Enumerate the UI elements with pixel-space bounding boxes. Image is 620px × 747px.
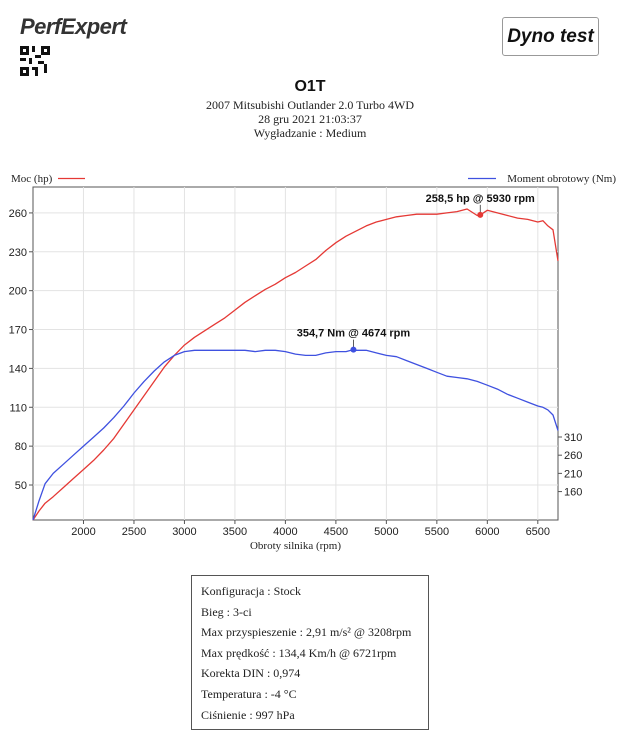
peak-torque-label: 354,7 Nm @ 4674 rpm bbox=[297, 328, 411, 340]
logo-text: PerfExpert bbox=[20, 14, 127, 39]
x-tick-label: 2000 bbox=[71, 526, 95, 538]
x-tick-label: 6000 bbox=[475, 526, 499, 538]
y-right-tick-label: 160 bbox=[564, 487, 582, 499]
info-din-correction: Korekta DIN : 0,974 bbox=[201, 666, 301, 681]
report-title: O1T bbox=[294, 78, 326, 95]
y-left-tick-label: 110 bbox=[9, 402, 27, 414]
info-gear: Bieg : 3-ci bbox=[201, 604, 252, 619]
plot-area bbox=[32, 186, 559, 521]
y-left-tick-label: 230 bbox=[9, 247, 27, 259]
x-tick-label: 3500 bbox=[223, 526, 247, 538]
y-left-tick-label: 80 bbox=[15, 441, 27, 453]
qr-code-icon bbox=[20, 46, 50, 76]
info-box: Konfiguracja : Stock Bieg : 3-ci Max prz… bbox=[191, 575, 429, 730]
y-right-tick-label: 210 bbox=[564, 468, 582, 480]
y-right-axis-label: Moment obrotowy (Nm) bbox=[507, 173, 616, 185]
power-curve bbox=[32, 208, 559, 521]
y-left-tick-label: 140 bbox=[9, 363, 27, 375]
x-tick-label: 2500 bbox=[122, 526, 146, 538]
y-left-tick-label: 50 bbox=[15, 480, 27, 492]
torque-curve bbox=[32, 348, 559, 521]
y-left-axis-label: Moc (hp) bbox=[11, 173, 53, 185]
perfexpert-logo: PerfExpert bbox=[20, 14, 150, 42]
info-temperature: Temperatura : -4 °C bbox=[201, 686, 297, 701]
x-tick-label: 4000 bbox=[273, 526, 297, 538]
info-pressure: Ciśnienie : 997 hPa bbox=[201, 707, 295, 722]
x-tick-label: 6500 bbox=[526, 526, 550, 538]
info-max-speed: Max prędkość : 134,4 Km/h @ 6721rpm bbox=[201, 645, 397, 660]
x-tick-label: 3000 bbox=[172, 526, 196, 538]
y-right-tick-label: 260 bbox=[564, 450, 582, 462]
vehicle-name: 2007 Mitsubishi Outlander 2.0 Turbo 4WD bbox=[205, 98, 414, 112]
smoothing-setting: Wygładzanie : Medium bbox=[253, 126, 367, 140]
y-left-tick-label: 260 bbox=[9, 208, 27, 220]
y-right-tick-label: 310 bbox=[564, 432, 582, 444]
dyno-test-badge: Dyno test bbox=[502, 17, 599, 56]
info-max-acceleration: Max przyspieszenie : 2,91 m/s² @ 3208rpm bbox=[201, 625, 412, 640]
y-left-tick-label: 200 bbox=[9, 286, 27, 298]
peak-marker bbox=[350, 346, 357, 353]
x-tick-label: 5000 bbox=[374, 526, 398, 538]
x-axis-label: Obroty silnika (rpm) bbox=[250, 540, 341, 552]
x-tick-label: 4500 bbox=[324, 526, 348, 538]
y-left-tick-label: 170 bbox=[9, 325, 27, 337]
peak-marker bbox=[477, 211, 484, 218]
test-datetime: 28 gru 2021 21:03:37 bbox=[258, 112, 362, 126]
info-configuration: Konfiguracja : Stock bbox=[201, 584, 301, 598]
dyno-chart: 2000 2500 3000 3500 4000 4500 5000 5500 6000 6500… bbox=[9, 173, 617, 552]
x-tick-label: 5500 bbox=[425, 526, 449, 538]
peak-power-label: 258,5 hp @ 5930 rpm bbox=[426, 193, 535, 205]
